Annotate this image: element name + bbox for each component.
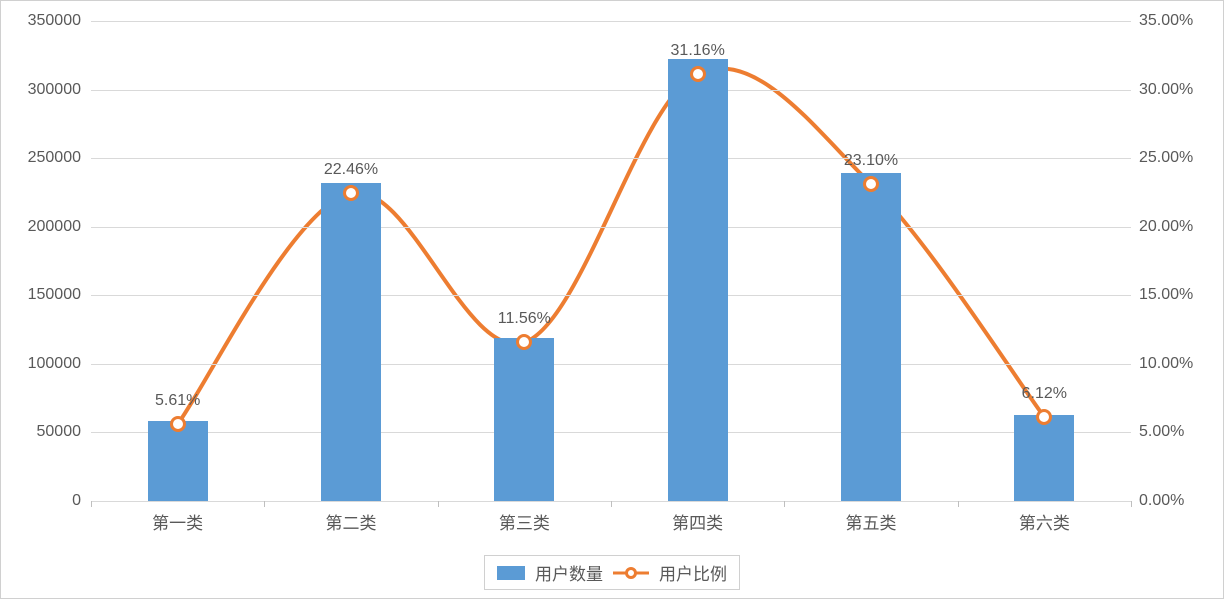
gridline [91, 158, 1131, 159]
data-label: 6.12% [1022, 385, 1067, 403]
x-tick [784, 501, 785, 507]
gridline [91, 21, 1131, 22]
bar [668, 59, 728, 501]
x-tick-label: 第二类 [326, 509, 377, 534]
y-left-tick-label: 150000 [1, 286, 81, 304]
y-left-tick-label: 0 [1, 492, 81, 510]
legend: 用户数量 用户比例 [484, 555, 740, 590]
legend-label-bar: 用户数量 [535, 560, 603, 585]
x-tick-label: 第六类 [1019, 509, 1070, 534]
x-tick [1131, 501, 1132, 507]
line-marker [690, 66, 706, 82]
gridline [91, 364, 1131, 365]
gridline [91, 227, 1131, 228]
y-left-tick-label: 50000 [1, 423, 81, 441]
y-left-tick-label: 300000 [1, 81, 81, 99]
x-tick [958, 501, 959, 507]
x-tick [438, 501, 439, 507]
data-label: 23.10% [844, 152, 898, 170]
line-series-svg [91, 21, 1131, 501]
line-marker [863, 176, 879, 192]
line-marker [1036, 409, 1052, 425]
legend-label-line: 用户比例 [659, 560, 727, 585]
y-right-tick-label: 0.00% [1139, 492, 1219, 510]
y-right-tick-label: 5.00% [1139, 423, 1219, 441]
y-right-tick-label: 30.00% [1139, 81, 1219, 99]
bar [321, 183, 381, 501]
y-right-tick-label: 25.00% [1139, 149, 1219, 167]
data-label: 5.61% [155, 392, 200, 410]
data-label: 31.16% [671, 42, 725, 60]
x-tick-label: 第三类 [499, 509, 550, 534]
combo-chart: 5.61% 22.46% 11.56% 31.16% 23.10% 6.12% 用户数量 … [0, 0, 1224, 599]
bar [148, 421, 208, 501]
x-tick-label: 第一类 [152, 509, 203, 534]
data-label: 11.56% [498, 310, 551, 328]
legend-swatch-bar [497, 566, 525, 580]
line-marker [343, 185, 359, 201]
line-marker [516, 334, 532, 350]
x-tick [611, 501, 612, 507]
gridline [91, 432, 1131, 433]
gridline [91, 295, 1131, 296]
x-tick-label: 第四类 [672, 509, 723, 534]
y-left-tick-label: 200000 [1, 218, 81, 236]
y-right-tick-label: 15.00% [1139, 286, 1219, 304]
x-tick-label: 第五类 [846, 509, 897, 534]
y-right-tick-label: 20.00% [1139, 218, 1219, 236]
x-tick [264, 501, 265, 507]
legend-swatch-line [613, 565, 649, 581]
x-tick [91, 501, 92, 507]
y-left-tick-label: 350000 [1, 12, 81, 30]
y-right-tick-label: 10.00% [1139, 355, 1219, 373]
gridline [91, 90, 1131, 91]
y-left-tick-label: 250000 [1, 149, 81, 167]
data-label: 22.46% [324, 161, 378, 179]
y-left-tick-label: 100000 [1, 355, 81, 373]
bar [494, 338, 554, 501]
line-marker [170, 416, 186, 432]
bar [841, 173, 901, 501]
y-right-tick-label: 35.00% [1139, 12, 1219, 30]
bar [1014, 415, 1074, 501]
plot-area: 5.61% 22.46% 11.56% 31.16% 23.10% 6.12% [91, 21, 1131, 501]
